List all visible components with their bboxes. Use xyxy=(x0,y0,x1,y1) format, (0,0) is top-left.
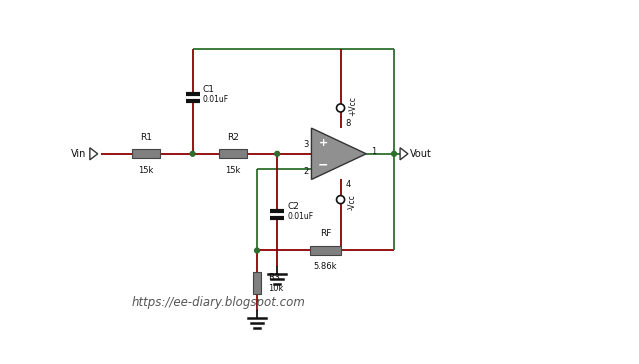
Bar xyxy=(132,149,160,158)
Text: R2: R2 xyxy=(227,133,239,142)
Circle shape xyxy=(190,151,195,156)
Text: 2: 2 xyxy=(303,167,308,176)
Text: 15k: 15k xyxy=(139,166,154,175)
Text: RF: RF xyxy=(320,229,331,238)
Circle shape xyxy=(337,195,344,203)
Text: R3: R3 xyxy=(268,273,281,282)
Circle shape xyxy=(275,151,280,156)
Polygon shape xyxy=(400,148,408,160)
Bar xyxy=(219,149,247,158)
Text: C1: C1 xyxy=(203,85,215,94)
Bar xyxy=(252,272,261,294)
Text: Vin: Vin xyxy=(71,149,87,159)
Bar xyxy=(311,246,341,255)
Text: 5.86k: 5.86k xyxy=(314,262,337,271)
Circle shape xyxy=(254,248,259,253)
Text: 0.01uF: 0.01uF xyxy=(203,95,229,104)
Polygon shape xyxy=(90,148,98,160)
Text: -Vcc: -Vcc xyxy=(348,194,357,210)
Text: 8: 8 xyxy=(346,119,351,128)
Text: Vout: Vout xyxy=(410,149,432,159)
Text: −: − xyxy=(318,158,328,171)
Text: R1: R1 xyxy=(140,133,152,142)
Text: +: + xyxy=(319,138,328,148)
Circle shape xyxy=(392,151,396,156)
Text: https://ee-diary.blogspot.com: https://ee-diary.blogspot.com xyxy=(132,296,305,309)
Text: C2: C2 xyxy=(288,202,299,211)
Text: +Vcc: +Vcc xyxy=(348,96,357,116)
Text: 1: 1 xyxy=(371,147,376,156)
Polygon shape xyxy=(311,128,366,179)
Text: 3: 3 xyxy=(303,141,308,150)
Text: 0.01uF: 0.01uF xyxy=(288,212,313,221)
Text: 4: 4 xyxy=(346,180,351,189)
Circle shape xyxy=(337,104,344,112)
Text: 10k: 10k xyxy=(268,284,284,293)
Text: 15k: 15k xyxy=(225,166,240,175)
